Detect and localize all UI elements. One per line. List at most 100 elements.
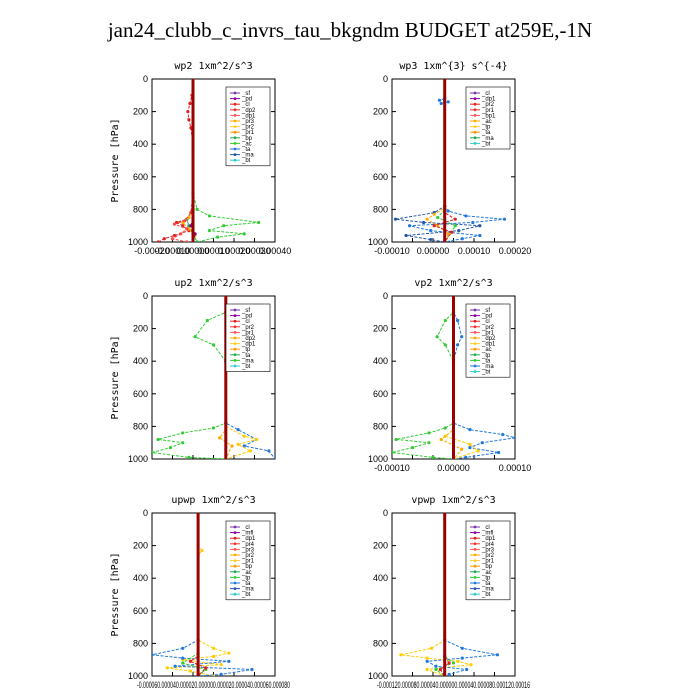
- data-point: [205, 318, 209, 323]
- x-tick-label: -0.00010: [374, 463, 410, 473]
- legend-entry: _ac: [481, 347, 492, 353]
- legend: _cl_mfl_dp1_pr4_pr3_pr2_pr1_bp_ac_tp_ta_…: [465, 520, 511, 601]
- data-point: [168, 445, 173, 450]
- data-point: [207, 228, 211, 233]
- y-tick-label: 0: [143, 508, 148, 518]
- data-point: [468, 445, 472, 450]
- legend-marker: [473, 564, 477, 568]
- data-point: [211, 426, 216, 430]
- x-tick-label: 0.00040: [259, 246, 292, 256]
- legend-entry: _ac: [241, 141, 252, 147]
- legend-entry: _pd: [481, 314, 492, 320]
- legend-entry: _dp1: [481, 342, 496, 348]
- legend-entry: _dp2: [241, 108, 256, 114]
- data-point: [425, 667, 429, 672]
- legend-entry: _bt: [481, 592, 491, 598]
- x-tick-label: 0.00020: [499, 246, 532, 256]
- data-point: [469, 662, 473, 667]
- y-tick-label: 600: [133, 172, 148, 182]
- data-point: [211, 654, 216, 659]
- legend-entry: _ma: [241, 358, 254, 364]
- data-point: [216, 235, 220, 239]
- data-point: [195, 207, 199, 211]
- legend-marker: [473, 576, 477, 579]
- legend-entry: _pr2: [241, 325, 255, 331]
- data-point: [181, 224, 185, 228]
- data-point: [219, 672, 223, 676]
- x-tick-label: -0.00020: [134, 246, 170, 256]
- panel-title: wp2 1xm^2/s^3: [174, 61, 252, 72]
- legend-marker: [473, 370, 477, 373]
- y-axis-label: Pressure [hPa]: [110, 552, 121, 636]
- legend-marker: [233, 353, 237, 357]
- data-point: [195, 240, 199, 242]
- legend-entry: _tp: [241, 575, 251, 581]
- y-tick-label: 800: [133, 421, 148, 431]
- legend-marker: [473, 108, 477, 112]
- y-tick-label: 1000: [128, 454, 148, 464]
- x-tick-label: 0.00020: [218, 246, 251, 256]
- legend-marker: [473, 125, 477, 128]
- y-axis-label: Pressure [hPa]: [110, 335, 121, 419]
- legend-entry: _mfl: [241, 531, 253, 537]
- legend-entry: _cl: [241, 525, 250, 531]
- legend-entry: _dp1: [481, 536, 496, 542]
- legend-marker: [233, 347, 237, 351]
- legend-marker: [233, 119, 237, 123]
- data-point: [179, 232, 183, 236]
- y-tick-label: 400: [373, 139, 388, 149]
- legend-marker: [473, 102, 477, 106]
- data-point: [476, 449, 480, 453]
- data-point: [173, 664, 177, 668]
- legend-marker: [473, 359, 477, 362]
- y-tick-label: 600: [373, 606, 388, 616]
- legend-marker: [473, 97, 477, 100]
- panel-title: upwp 1xm^2/s^3: [171, 495, 255, 506]
- legend-marker: [473, 347, 477, 351]
- data-point: [447, 661, 451, 665]
- y-tick-label: 1000: [128, 237, 148, 247]
- data-point: [435, 335, 439, 339]
- data-point: [432, 224, 436, 228]
- x-tick-label: 0.00000: [437, 463, 470, 473]
- data-point: [443, 343, 447, 347]
- data-point: [480, 441, 484, 445]
- legend-entry: _ma: [481, 364, 494, 370]
- series-line-pr2: [218, 296, 233, 459]
- y-axis-label: Pressure [hPa]: [110, 118, 121, 202]
- chart-panel-6: vpwp 1xm^2/s^3 0 200 400 600 800 1000-0.000120…: [368, 495, 530, 690]
- legend-marker: [233, 114, 237, 117]
- data-point: [186, 110, 190, 114]
- legend-box: [465, 303, 511, 378]
- legend-marker: [233, 559, 237, 562]
- data-point: [434, 667, 438, 672]
- data-point: [410, 445, 415, 450]
- legend-marker: [233, 592, 237, 596]
- data-point: [219, 662, 223, 667]
- data-point: [437, 98, 442, 102]
- legend-entry: _cl: [481, 319, 490, 325]
- data-point: [425, 217, 429, 221]
- legend-marker: [233, 531, 237, 534]
- legend-marker: [233, 587, 237, 590]
- legend-marker: [473, 308, 477, 312]
- legend-marker: [473, 314, 477, 317]
- legend-marker: [233, 359, 237, 362]
- data-point: [447, 672, 451, 676]
- data-point: [236, 442, 240, 446]
- y-tick-label: 1000: [368, 671, 388, 681]
- legend-entry: _pr1: [481, 108, 495, 114]
- legend-entry: _pr2: [241, 125, 255, 131]
- page-title: jan24_clubb_c_invrs_tau_bkgndm BUDGET at…: [107, 18, 593, 42]
- data-point: [165, 666, 169, 670]
- data-point: [453, 224, 457, 228]
- legend-marker: [473, 91, 477, 95]
- data-point: [453, 217, 457, 221]
- series-line-ac: [181, 513, 207, 676]
- legend-entry: _tp: [241, 347, 251, 353]
- legend-entry: _tp: [481, 125, 491, 131]
- legend-marker: [473, 542, 477, 546]
- legend-entry: _pr1: [481, 330, 495, 336]
- data-point: [188, 669, 193, 673]
